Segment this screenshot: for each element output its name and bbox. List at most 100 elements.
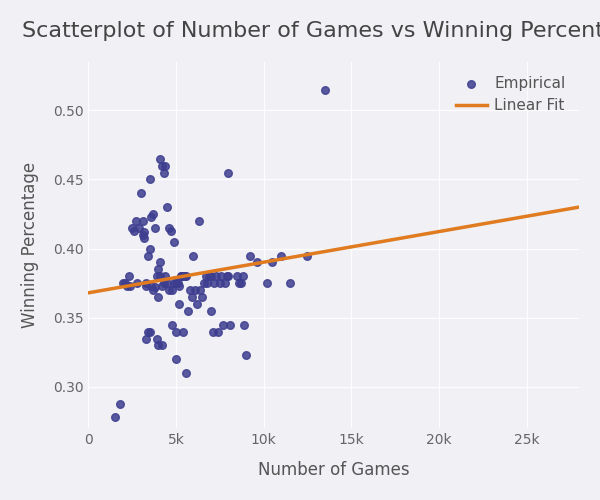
Empirical [176, 272, 186, 280]
Empirical [154, 342, 163, 349]
Title: Scatterplot of Number of Games vs Winning Percentage: Scatterplot of Number of Games vs Winnin… [22, 21, 600, 41]
Empirical [163, 203, 172, 211]
Empirical [182, 369, 191, 377]
Empirical [182, 272, 191, 280]
Empirical [146, 213, 156, 221]
Empirical [262, 279, 272, 287]
Empirical [157, 282, 167, 290]
Empirical [285, 279, 295, 287]
Empirical [155, 258, 165, 266]
Empirical [157, 162, 167, 170]
Empirical [206, 307, 216, 315]
Empirical [224, 272, 233, 280]
Empirical [161, 162, 170, 170]
Empirical [224, 168, 233, 176]
Empirical [161, 272, 170, 280]
Empirical [187, 293, 196, 301]
Empirical [211, 272, 221, 280]
Empirical [192, 300, 202, 308]
Empirical [184, 307, 193, 315]
Empirical [178, 272, 188, 280]
Empirical [180, 272, 190, 280]
Empirical [203, 279, 212, 287]
Empirical [133, 279, 142, 287]
Empirical [239, 320, 249, 328]
Empirical [155, 154, 165, 162]
Empirical [155, 272, 165, 280]
Empirical [115, 400, 125, 407]
Empirical [171, 356, 181, 364]
Empirical [127, 224, 137, 232]
Empirical [175, 282, 184, 290]
Empirical [152, 272, 161, 280]
Empirical [245, 252, 254, 260]
Empirical [141, 334, 151, 342]
Empirical [118, 279, 128, 287]
Empirical [197, 293, 207, 301]
Empirical [146, 282, 156, 290]
Empirical [213, 328, 223, 336]
Empirical [196, 286, 205, 294]
Empirical [178, 328, 188, 336]
Empirical [185, 286, 195, 294]
Empirical [145, 328, 154, 336]
Empirical [110, 414, 119, 422]
Empirical [188, 252, 198, 260]
Empirical [268, 258, 277, 266]
Empirical [150, 224, 160, 232]
Empirical [136, 190, 146, 198]
Legend: Empirical, Linear Fit: Empirical, Linear Fit [450, 70, 572, 119]
Empirical [150, 284, 160, 292]
Empirical [218, 320, 228, 328]
Empirical [238, 272, 247, 280]
Empirical [201, 272, 211, 280]
Empirical [217, 272, 226, 280]
Empirical [143, 252, 152, 260]
Empirical [220, 279, 230, 287]
Empirical [236, 279, 245, 287]
Empirical [171, 328, 181, 336]
Empirical [276, 252, 286, 260]
Empirical [164, 286, 173, 294]
Empirical [169, 279, 179, 287]
Empirical [125, 282, 135, 290]
Empirical [159, 279, 169, 287]
Empirical [194, 217, 203, 225]
Empirical [154, 293, 163, 301]
Empirical [171, 279, 181, 287]
Empirical [252, 258, 262, 266]
Empirical [226, 320, 235, 328]
Empirical [241, 351, 251, 359]
Empirical [176, 272, 186, 280]
Empirical [190, 286, 200, 294]
Empirical [140, 234, 149, 241]
Empirical [148, 286, 158, 294]
Empirical [215, 279, 224, 287]
Y-axis label: Winning Percentage: Winning Percentage [21, 162, 39, 328]
Empirical [145, 176, 154, 184]
Empirical [122, 282, 131, 290]
Empirical [175, 300, 184, 308]
Empirical [234, 279, 244, 287]
Empirical [148, 210, 158, 218]
Empirical [163, 279, 172, 287]
Empirical [167, 320, 177, 328]
Empirical [141, 282, 151, 290]
Empirical [222, 272, 232, 280]
Empirical [154, 266, 163, 274]
Empirical [199, 279, 209, 287]
Empirical [143, 328, 152, 336]
Empirical [131, 217, 140, 225]
Empirical [141, 279, 151, 287]
Empirical [138, 217, 148, 225]
Empirical [120, 279, 130, 287]
Empirical [140, 228, 149, 236]
Empirical [129, 226, 139, 234]
Empirical [205, 272, 214, 280]
Empirical [166, 226, 175, 234]
Empirical [206, 272, 216, 280]
Empirical [232, 272, 242, 280]
Empirical [302, 252, 312, 260]
Empirical [159, 168, 169, 176]
Empirical [134, 224, 144, 232]
